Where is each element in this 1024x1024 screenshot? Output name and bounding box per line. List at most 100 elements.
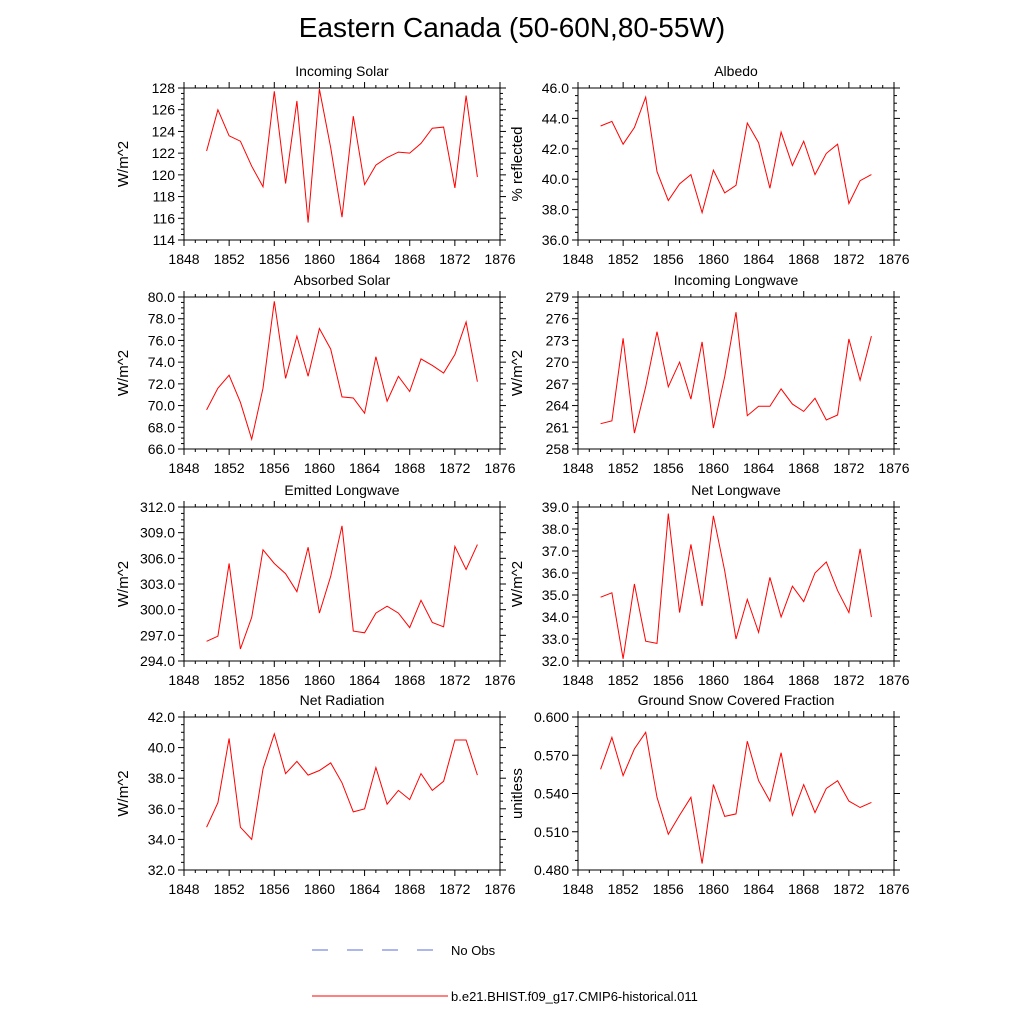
panel-0-y-tick-label: 114 <box>153 232 176 248</box>
panel-1-x-tick-label: 1856 <box>653 251 684 267</box>
panel-3-y-tick-label: 258 <box>546 441 570 457</box>
panel-3-x-tick-label: 1872 <box>833 460 864 476</box>
panel-2-title: Absorbed Solar <box>294 272 391 288</box>
panel-6-y-axis-label: W/m^2 <box>115 770 132 816</box>
panel-6-x-tick-label: 1864 <box>349 881 380 897</box>
panel-6-x-tick-label: 1876 <box>484 881 515 897</box>
panel-6-x-tick-label: 1856 <box>259 881 290 897</box>
panel-7-x-tick-label: 1864 <box>743 881 774 897</box>
panel-4-title: Emitted Longwave <box>284 482 399 498</box>
panel-2-y-axis-label: W/m^2 <box>115 350 132 396</box>
panel-4-y-tick-label: 312.0 <box>140 499 175 515</box>
panel-7-x-tick-label: 1876 <box>878 881 909 897</box>
panel-6-y-tick-label: 42.0 <box>148 709 175 725</box>
panel-7-frame <box>577 716 895 871</box>
panel-7-x-tick-label: 1872 <box>833 881 864 897</box>
panel-0-y-tick-label: 120 <box>152 167 176 183</box>
panel-3-y-tick-label: 267 <box>546 376 570 392</box>
panel-3-x-tick-label: 1852 <box>608 460 639 476</box>
panel-4-series-line <box>206 525 478 650</box>
panel-7-y-tick-label: 0.540 <box>534 786 569 802</box>
panel-2-y-tick-label: 80.0 <box>148 289 175 305</box>
panel-1-y-tick-label: 44.0 <box>542 110 569 126</box>
panel-7-x-tick-label: 1860 <box>698 881 729 897</box>
panel-4-x-tick-label: 1872 <box>439 672 470 688</box>
panel-3-y-tick-label: 273 <box>546 332 570 348</box>
panel-2-x-tick-label: 1872 <box>439 460 470 476</box>
panel-3-y-tick-label: 264 <box>546 398 570 414</box>
panel-0-series-line <box>206 89 478 223</box>
panel-7-x-tick-label: 1852 <box>608 881 639 897</box>
panel-4-x-tick-label: 1876 <box>484 672 515 688</box>
panel-5-x-tick-label: 1876 <box>878 672 909 688</box>
panel-7-y-axis-label: unitless <box>509 768 526 819</box>
panel-2-frame <box>183 296 501 450</box>
panel-1-y-axis-label: % reflected <box>509 126 526 201</box>
panel-1-y-tick-label: 36.0 <box>542 232 569 248</box>
panel-5-x-tick-label: 1872 <box>833 672 864 688</box>
panel-0-x-tick-label: 1868 <box>394 251 425 267</box>
panel-5-series-line <box>600 513 872 659</box>
panel-4-y-tick-label: 300.0 <box>140 602 175 618</box>
panel-0-x-tick-label: 1872 <box>439 251 470 267</box>
panel-7-x-tick-label: 1856 <box>653 881 684 897</box>
panel-2-y-tick-label: 68.0 <box>148 419 175 435</box>
panel-0-y-tick-label: 126 <box>152 102 176 118</box>
panel-5-x-tick-label: 1860 <box>698 672 729 688</box>
panel-6-x-tick-label: 1848 <box>168 881 199 897</box>
panel-0-title: Incoming Solar <box>295 63 389 79</box>
panel-0-y-tick-label: 128 <box>152 80 176 96</box>
panel-5-x-tick-label: 1868 <box>788 672 819 688</box>
panel-5-y-tick-label: 32.0 <box>542 653 569 669</box>
panel-3-x-tick-label: 1848 <box>562 460 593 476</box>
panel-4-y-tick-label: 306.0 <box>140 550 175 566</box>
panel-3-x-tick-label: 1860 <box>698 460 729 476</box>
panel-5-y-tick-label: 34.0 <box>542 609 569 625</box>
panel-0-y-tick-label: 116 <box>153 210 176 226</box>
panel-5-y-tick-label: 36.0 <box>542 565 569 581</box>
panel-2-y-tick-label: 72.0 <box>148 376 175 392</box>
panel-2-x-tick-label: 1876 <box>484 460 515 476</box>
panel-4-x-tick-label: 1864 <box>349 672 380 688</box>
panel-2-y-tick-label: 78.0 <box>148 311 175 327</box>
panel-2-x-tick-label: 1856 <box>259 460 290 476</box>
panel-1-x-tick-label: 1876 <box>878 251 909 267</box>
panel-2-x-tick-label: 1848 <box>168 460 199 476</box>
panel-0-x-tick-label: 1860 <box>304 251 335 267</box>
panel-6-title: Net Radiation <box>300 692 385 708</box>
panel-4-y-tick-label: 309.0 <box>140 525 175 541</box>
panel-0-y-tick-label: 122 <box>152 145 176 161</box>
panel-6-x-tick-label: 1868 <box>394 881 425 897</box>
panel-7-x-tick-label: 1868 <box>788 881 819 897</box>
chart-main-title: Eastern Canada (50-60N,80-55W) <box>298 12 726 43</box>
panel-1-x-tick-label: 1860 <box>698 251 729 267</box>
panel-6-series-line <box>206 732 478 841</box>
panel-4-x-tick-label: 1848 <box>168 672 199 688</box>
panel-5-y-tick-label: 38.0 <box>542 521 569 537</box>
panel-7-x-tick-label: 1848 <box>562 881 593 897</box>
panel-7-y-tick-label: 0.600 <box>534 709 569 725</box>
panel-3-y-tick-label: 276 <box>546 311 570 327</box>
panel-1-y-tick-label: 40.0 <box>542 171 569 187</box>
panel-1-y-tick-label: 42.0 <box>542 141 569 157</box>
panel-4-x-tick-label: 1852 <box>214 672 245 688</box>
panel-2-y-tick-label: 70.0 <box>148 398 175 414</box>
panel-5-y-tick-label: 39.0 <box>542 499 569 515</box>
panel-3-frame <box>577 296 895 450</box>
panel-7-title: Ground Snow Covered Fraction <box>638 692 835 708</box>
panel-2-x-tick-label: 1860 <box>304 460 335 476</box>
panel-6-x-tick-label: 1852 <box>214 881 245 897</box>
panel-6-y-tick-label: 40.0 <box>148 740 175 756</box>
panel-5-y-tick-label: 35.0 <box>542 587 569 603</box>
panel-7-y-tick-label: 0.510 <box>534 824 569 840</box>
panel-5-x-tick-label: 1856 <box>653 672 684 688</box>
panel-1-x-tick-label: 1864 <box>743 251 774 267</box>
panel-0-y-axis-label: W/m^2 <box>115 141 132 187</box>
panel-3-title: Incoming Longwave <box>674 272 799 288</box>
panel-3-x-tick-label: 1876 <box>878 460 909 476</box>
panel-7-y-tick-label: 0.570 <box>534 747 569 763</box>
panel-2-x-tick-label: 1864 <box>349 460 380 476</box>
panel-4-y-tick-label: 294.0 <box>140 653 175 669</box>
panel-6-frame <box>183 716 501 871</box>
panel-0-y-tick-label: 118 <box>153 189 176 205</box>
